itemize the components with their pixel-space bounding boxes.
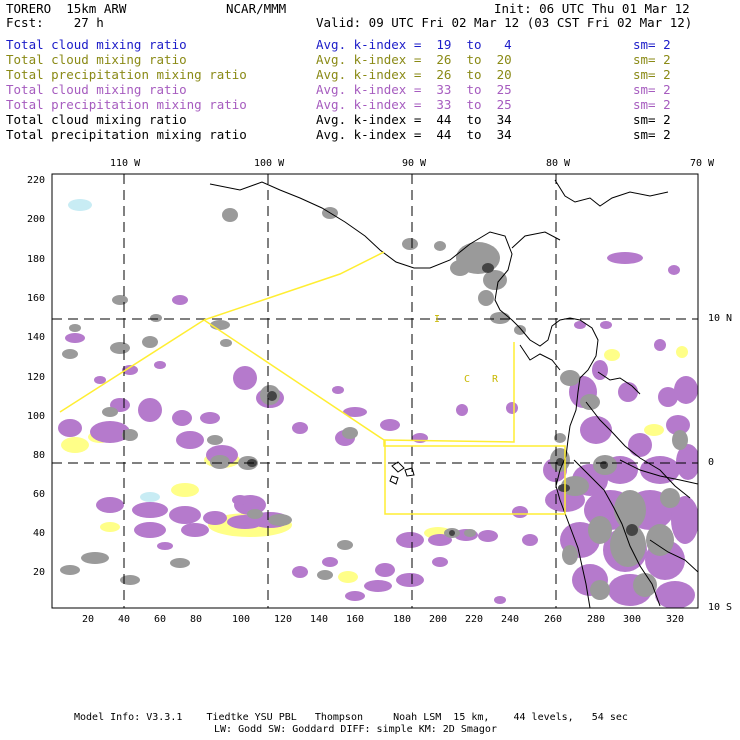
legend-row: Total cloud mixing ratio Avg. k-index = …	[6, 52, 671, 112]
x-tick: 260	[544, 614, 563, 625]
x-tick: 40	[118, 614, 131, 625]
legend-smoothing: sm= 2	[633, 37, 671, 52]
domain-boundaries	[59, 251, 566, 515]
lat-label: 10 S	[708, 602, 733, 613]
lon-label: 70 W	[690, 158, 715, 169]
legend-field: Total cloud mixing ratio	[6, 52, 187, 67]
legend-smoothing: sm= 2	[633, 82, 671, 97]
legend-field: Total precipitation mixing ratio	[6, 97, 247, 112]
model-center: NCAR/MMM	[226, 1, 287, 16]
x-tick: 220	[465, 614, 484, 625]
y-tick: 120	[27, 372, 46, 383]
map-frame	[51, 173, 699, 609]
x-tick: 20	[82, 614, 95, 625]
legend-kindex: Avg. k-index = 26 to 20	[316, 67, 512, 82]
lon-label: 90 W	[402, 158, 427, 169]
valid-time: Valid: 09 UTC Fri 02 Mar 12 (03 CST Fri …	[316, 15, 693, 30]
legend-kindex: Avg. k-index = 19 to 4	[316, 37, 512, 52]
y-tick: 60	[33, 489, 46, 500]
init-time: Init: 06 UTC Thu 01 Mar 12	[494, 1, 690, 16]
model-physics: LW: Godd SW: Goddard DIFF: simple KM: 2D…	[214, 724, 497, 735]
y-tick: 180	[27, 254, 46, 265]
y-tick: 220	[27, 175, 46, 186]
legend-row: Total precipitation mixing ratio Avg. k-…	[6, 67, 671, 127]
model-title: TORERO 15km ARW	[6, 1, 127, 16]
legend-field: Total cloud mixing ratio	[6, 82, 187, 97]
legend-row: Total cloud mixing ratio Avg. k-index = …	[6, 37, 671, 97]
y-tick: 200	[27, 214, 46, 225]
x-tick: 240	[501, 614, 520, 625]
legend-row: Total cloud mixing ratio Avg. k-index = …	[6, 112, 671, 172]
x-tick: 160	[346, 614, 365, 625]
legend-smoothing: sm= 2	[633, 112, 671, 127]
lat-label: 10 N	[708, 313, 733, 324]
lon-label: 80 W	[546, 158, 571, 169]
y-tick: 140	[27, 332, 46, 343]
legend-field: Total precipitation mixing ratio	[6, 67, 247, 82]
x-tick: 200	[429, 614, 448, 625]
x-tick: 120	[274, 614, 293, 625]
coastlines	[209, 179, 698, 608]
legend-field: Total cloud mixing ratio	[6, 37, 187, 52]
x-tick: 80	[190, 614, 203, 625]
x-tick: 60	[154, 614, 167, 625]
y-tick: 80	[33, 450, 46, 461]
y-tick: 160	[27, 293, 46, 304]
y-tick: 100	[27, 411, 46, 422]
legend-smoothing: sm= 2	[633, 97, 671, 112]
legend-kindex: Avg. k-index = 33 to 25	[316, 97, 512, 112]
lon-label: 110 W	[110, 158, 141, 169]
legend-row: Total cloud mixing ratio Avg. k-index = …	[6, 82, 671, 142]
y-tick: 20	[33, 567, 46, 578]
legend-kindex: Avg. k-index = 44 to 34	[316, 112, 512, 127]
x-tick: 300	[623, 614, 642, 625]
x-tick: 280	[587, 614, 606, 625]
legend-kindex: Avg. k-index = 26 to 20	[316, 52, 512, 67]
legend-smoothing: sm= 2	[633, 67, 671, 82]
region-label: R	[492, 374, 499, 385]
legend-kindex: Avg. k-index = 44 to 34	[316, 127, 512, 142]
legend-row: Total precipitation mixing ratio Avg. k-…	[6, 127, 671, 187]
x-tick: 140	[310, 614, 329, 625]
x-tick: 320	[666, 614, 685, 625]
model-info: Model Info: V3.3.1 Tiedtke YSU PBL Thomp…	[74, 712, 628, 723]
region-label: C	[464, 374, 471, 385]
lat-label: 0	[708, 457, 715, 468]
forecast-hour: Fcst: 27 h	[6, 15, 104, 30]
legend-smoothing: sm= 2	[633, 52, 671, 67]
y-tick: 40	[33, 528, 46, 539]
region-label: I	[434, 314, 441, 325]
lon-label: 100 W	[254, 158, 285, 169]
legend-kindex: Avg. k-index = 33 to 25	[316, 82, 512, 97]
legend-field: Total precipitation mixing ratio	[6, 127, 247, 142]
grid-lines	[52, 174, 698, 608]
x-tick: 180	[393, 614, 412, 625]
field-shading	[58, 199, 698, 608]
x-tick: 100	[232, 614, 251, 625]
legend-field: Total cloud mixing ratio	[6, 112, 187, 127]
legend-smoothing: sm= 2	[633, 127, 671, 142]
legend-row: Total precipitation mixing ratio Avg. k-…	[6, 97, 671, 157]
